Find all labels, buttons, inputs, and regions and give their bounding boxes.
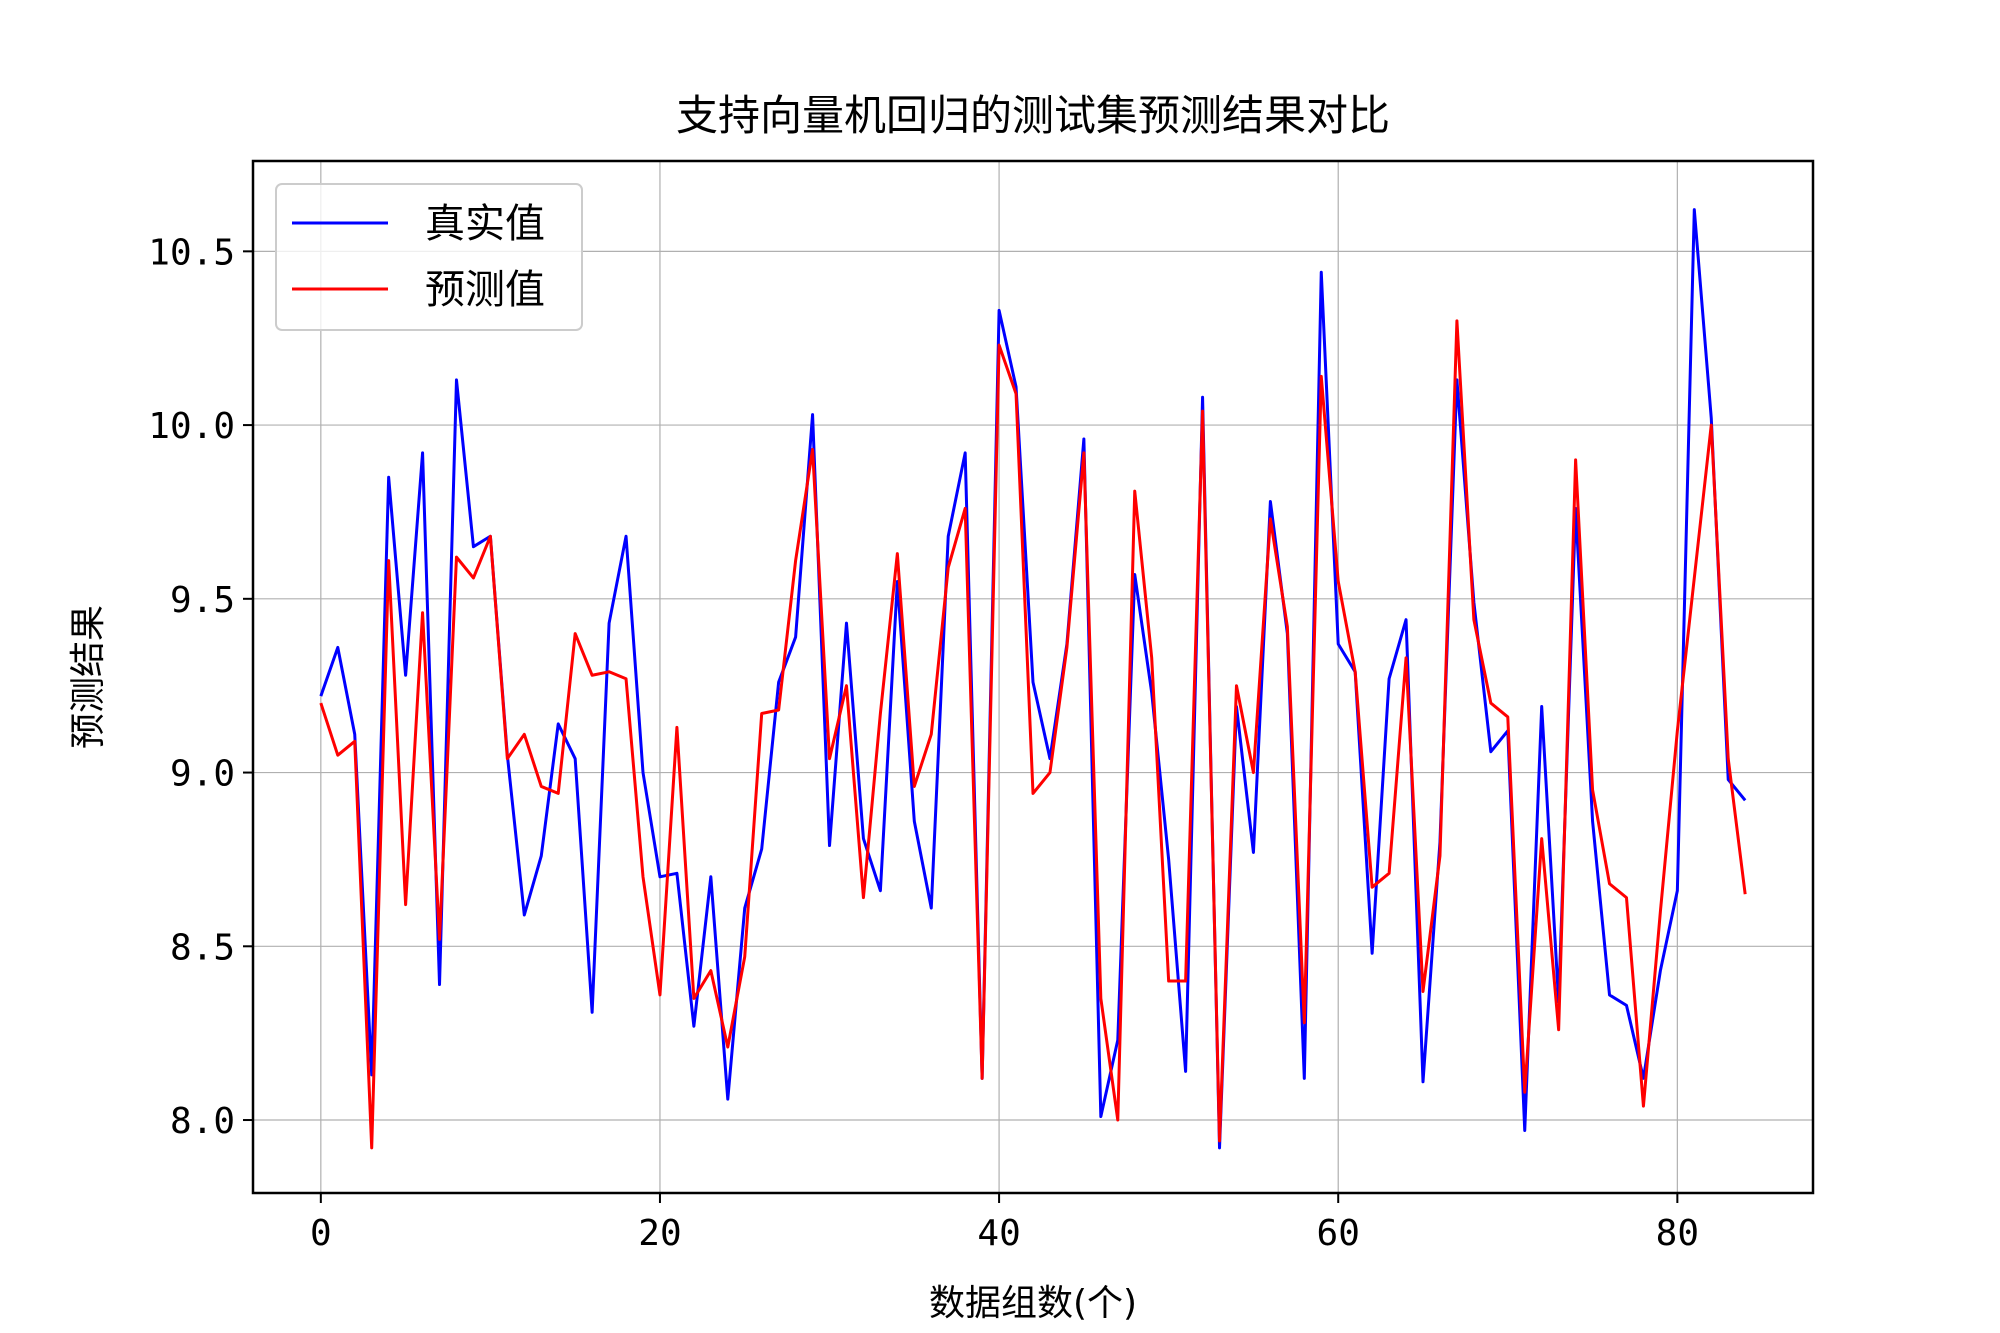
- y-tick-label: 8.5: [170, 927, 235, 968]
- y-axis-label: 预测结果: [68, 605, 109, 749]
- x-axis-ticks: 0 20 40 60 80: [310, 1193, 1699, 1254]
- legend-label-pred: 预测值: [425, 267, 545, 313]
- x-tick-label: 40: [977, 1213, 1020, 1254]
- y-tick-label: 9.0: [170, 754, 235, 795]
- y-tick-label: 10.0: [148, 406, 235, 447]
- x-tick-label: 20: [638, 1213, 681, 1254]
- legend-label-true: 真实值: [425, 201, 545, 247]
- x-axis-label: 数据组数(个): [929, 1283, 1137, 1324]
- chart-title: 支持向量机回归的测试集预测结果对比: [676, 91, 1390, 140]
- x-tick-label: 0: [310, 1213, 332, 1254]
- x-tick-label: 80: [1656, 1213, 1699, 1254]
- x-tick-label: 60: [1317, 1213, 1360, 1254]
- legend: 真实值 预测值: [275, 183, 583, 331]
- y-tick-label: 8.0: [170, 1101, 235, 1142]
- series-lines: [319, 208, 1747, 1150]
- y-axis-ticks: 8.0 8.5 9.0 9.5 10.0 10.5: [148, 232, 253, 1142]
- plot-frame: [251, 159, 1815, 1195]
- y-tick-label: 10.5: [148, 232, 235, 273]
- y-tick-label: 9.5: [170, 580, 235, 621]
- legend-box: [275, 183, 583, 331]
- series-line-pred: [319, 319, 1747, 1150]
